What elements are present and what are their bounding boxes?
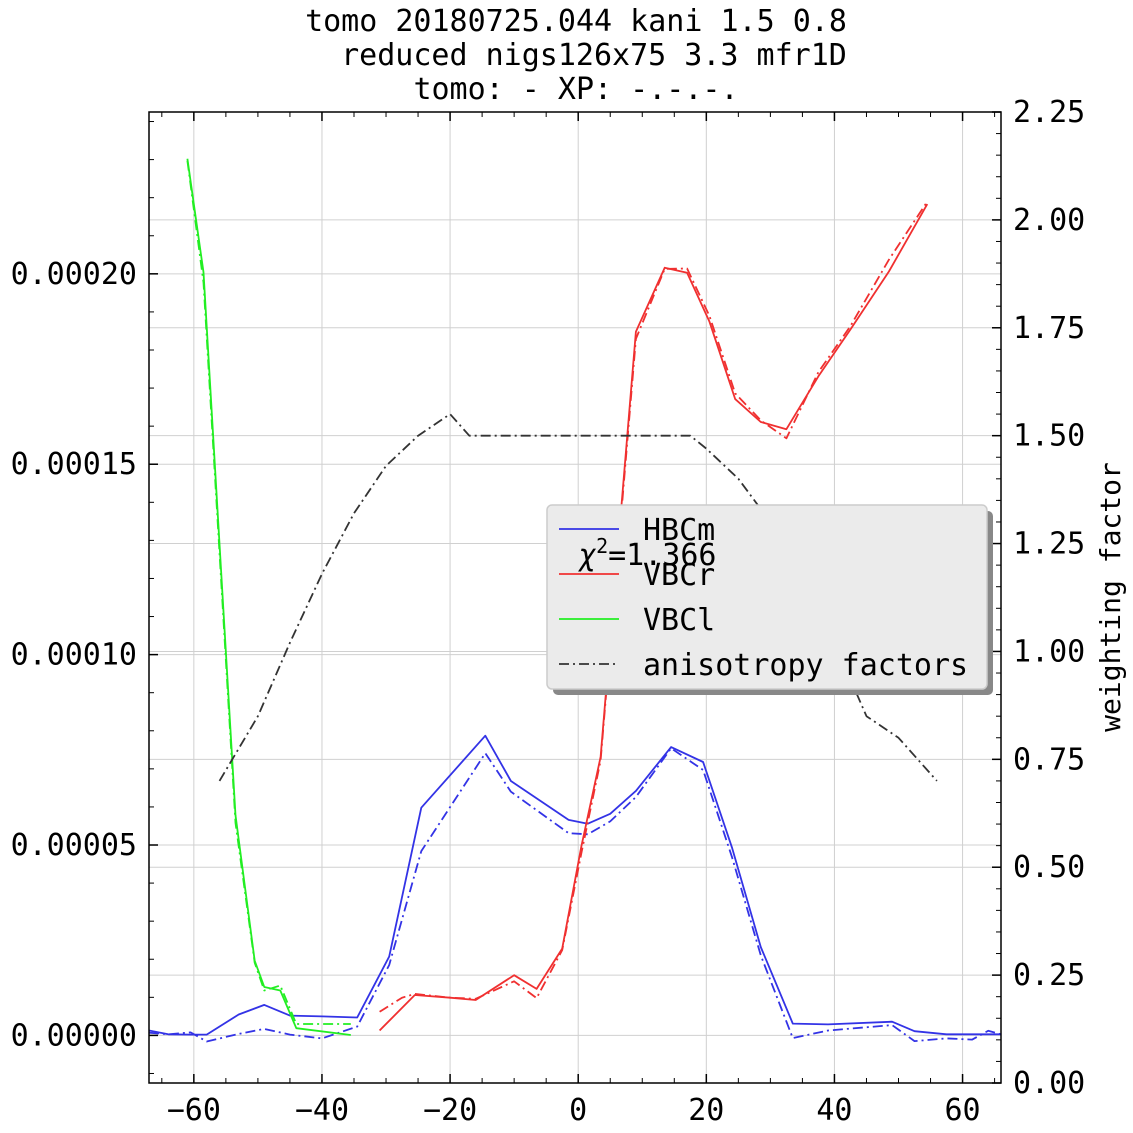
- title-line-3: tomo: - XP: -.-.-.: [413, 72, 738, 107]
- legend-label: anisotropy factors: [643, 648, 968, 683]
- y-right-tick-label: 0.50: [1013, 850, 1085, 885]
- y-right-tick-label: 2.00: [1013, 203, 1085, 238]
- y-right-tick-label: 0.25: [1013, 958, 1085, 993]
- chart-title: tomo 20180725.044 kani 1.5 0.8 reduced n…: [305, 4, 847, 107]
- right-axis-label: weighting factor: [1094, 462, 1127, 732]
- series-hbcm-model: [149, 748, 1001, 1041]
- y-right-tick-label: 1.50: [1013, 419, 1085, 454]
- x-tick-label: 0: [569, 1093, 587, 1128]
- series-vbcl-model: [187, 161, 350, 1024]
- x-tick-label: −40: [295, 1093, 349, 1128]
- y-right-tick-label: 2.25: [1013, 95, 1085, 130]
- title-line-2: reduced nigs126x75 3.3 mfr1D: [341, 38, 847, 73]
- y-right-tick-label: 0.00: [1013, 1066, 1085, 1101]
- chi-value: =1.366: [608, 538, 716, 573]
- y-right-tick-label: 1.25: [1013, 527, 1085, 562]
- chi-exponent: 2: [596, 534, 608, 558]
- y-left-tick-label: 0.00010: [11, 638, 137, 673]
- y-left-tick-label: 0.00000: [11, 1018, 137, 1053]
- y-left-tick-label: 0.00005: [11, 828, 137, 863]
- series-vbcl: [187, 159, 350, 1035]
- y-right-tick-label: 1.00: [1013, 634, 1085, 669]
- x-tick-label: 20: [688, 1093, 724, 1128]
- y-right-tick-label: 1.75: [1013, 311, 1085, 346]
- y-left-tick-label: 0.00015: [11, 447, 137, 482]
- x-tick-label: −60: [167, 1093, 221, 1128]
- y-left-tick-label: 0.00020: [11, 257, 137, 292]
- x-tick-label: −20: [423, 1093, 477, 1128]
- x-tick-label: 40: [816, 1093, 852, 1128]
- legend-label: VBCl: [643, 603, 715, 638]
- title-line-1: tomo 20180725.044 kani 1.5 0.8: [305, 4, 847, 39]
- x-tick-label: 60: [945, 1093, 981, 1128]
- y-right-tick-label: 0.75: [1013, 742, 1085, 777]
- chi-symbol: χ: [578, 538, 597, 573]
